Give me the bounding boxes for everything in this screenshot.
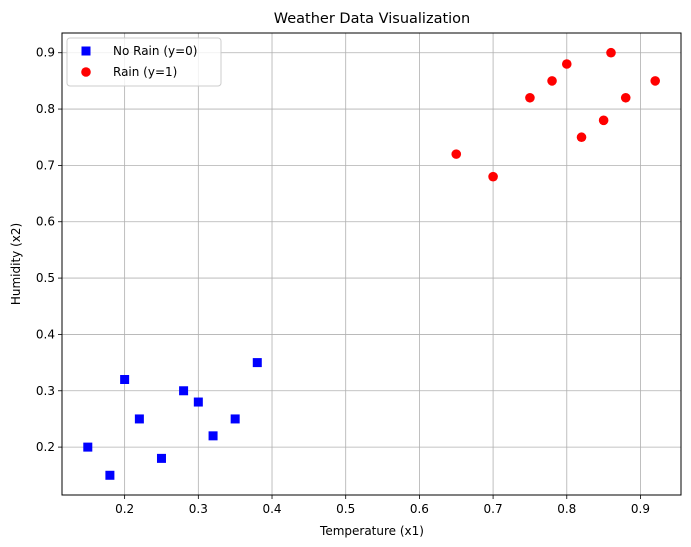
data-points [83,47,661,480]
grid-lines [62,33,681,495]
legend: No Rain (y=0) Rain (y=1) [66,37,222,87]
axis-ticks: 0.2 0.3 0.4 0.5 0.6 0.7 0.8 0.9 0.2 0.3 0.4 0.5 0.6 0… [36,46,650,516]
y-tick-label: 0.2 [36,440,55,454]
rain-point [525,92,535,103]
rain-point [606,47,616,58]
rain-point [598,115,609,126]
y-tick-label: 0.7 [36,158,55,172]
plot-area [61,32,682,496]
rain-point [488,171,498,182]
no-rain-point [83,442,93,452]
x-tick-label: 0.7 [484,502,503,516]
legend-square-marker [81,46,91,56]
y-tick-label: 0.8 [36,102,55,116]
x-tick-label: 0.9 [631,502,650,516]
x-tick-label: 0.8 [557,502,576,516]
rain-point [576,132,587,143]
chart-title: Weather Data Visualization [274,11,470,27]
legend-box [66,37,222,87]
no-rain-point [208,431,218,441]
x-tick-label: 0.2 [115,502,134,516]
legend-label: No Rain (y=0) [113,44,197,58]
rain-point [620,92,631,103]
legend-label: Rain (y=1) [113,65,177,79]
no-rain-point [156,453,166,463]
no-rain-point [179,386,189,396]
no-rain-point [134,414,144,424]
y-tick-label: 0.9 [36,46,55,60]
x-tick-label: 0.3 [189,502,208,516]
rain-point [451,149,462,159]
x-tick-label: 0.5 [336,502,355,516]
y-tick-label: 0.3 [36,384,55,398]
no-rain-point [105,470,115,480]
no-rain-point [193,397,203,407]
y-axis-label: Humidity (x2) [9,223,23,305]
y-tick-label: 0.5 [36,271,55,285]
no-rain-point [230,414,240,424]
x-axis-label: Temperature (x1) [319,524,424,538]
x-tick-label: 0.6 [410,502,429,516]
no-rain-point [120,375,130,384]
rain-point [650,76,661,86]
x-tick-label: 0.4 [262,502,281,516]
rain-point [561,59,572,69]
rain-point [547,76,557,86]
no-rain-point [252,358,262,368]
y-tick-label: 0.4 [36,327,55,341]
y-tick-label: 0.6 [36,215,55,229]
legend-circle-marker [81,67,91,77]
